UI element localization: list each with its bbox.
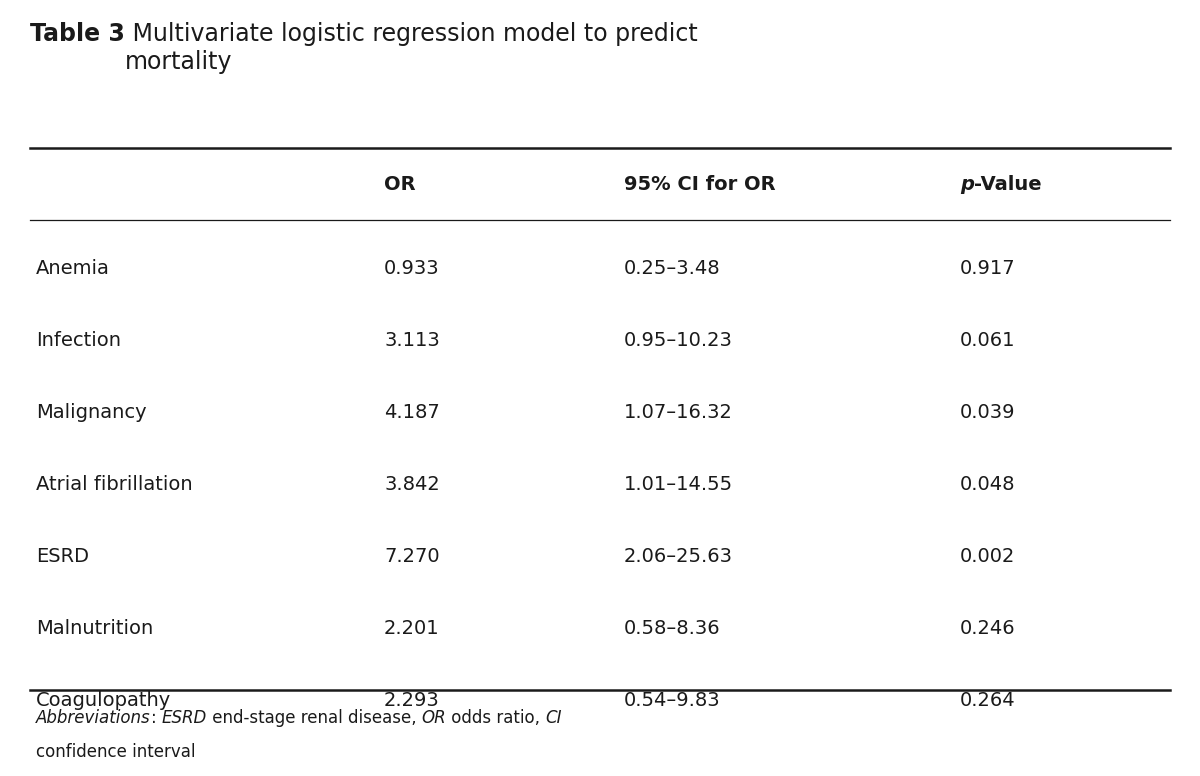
Text: 4.187: 4.187 — [384, 403, 439, 421]
Text: odds ratio,: odds ratio, — [446, 709, 546, 727]
Text: 3.842: 3.842 — [384, 474, 439, 494]
Text: Infection: Infection — [36, 331, 121, 349]
Text: :: : — [151, 709, 162, 727]
Text: 2.293: 2.293 — [384, 691, 439, 709]
Text: p: p — [960, 175, 974, 195]
Text: 0.95–10.23: 0.95–10.23 — [624, 331, 733, 349]
Text: 0.264: 0.264 — [960, 691, 1015, 709]
Text: 2.06–25.63: 2.06–25.63 — [624, 546, 733, 566]
Text: Multivariate logistic regression model to predict
mortality: Multivariate logistic regression model t… — [125, 22, 697, 74]
Text: Anemia: Anemia — [36, 258, 110, 278]
Text: 1.07–16.32: 1.07–16.32 — [624, 403, 733, 421]
Text: 7.270: 7.270 — [384, 546, 439, 566]
Text: Coagulopathy: Coagulopathy — [36, 691, 172, 709]
Text: -Value: -Value — [974, 175, 1042, 195]
Text: 0.933: 0.933 — [384, 258, 439, 278]
Text: Malignancy: Malignancy — [36, 403, 146, 421]
Text: 3.113: 3.113 — [384, 331, 439, 349]
Text: OR: OR — [384, 175, 415, 195]
Text: 1.01–14.55: 1.01–14.55 — [624, 474, 733, 494]
Text: OR: OR — [421, 709, 446, 727]
Text: Abbreviations: Abbreviations — [36, 709, 151, 727]
Text: Atrial fibrillation: Atrial fibrillation — [36, 474, 193, 494]
Text: ESRD: ESRD — [36, 546, 89, 566]
Text: end-stage renal disease,: end-stage renal disease, — [206, 709, 421, 727]
Text: 0.246: 0.246 — [960, 618, 1015, 638]
Text: CI: CI — [546, 709, 562, 727]
Text: ESRD: ESRD — [162, 709, 206, 727]
Text: 95% CI for OR: 95% CI for OR — [624, 175, 775, 195]
Text: 2.201: 2.201 — [384, 618, 439, 638]
Text: Malnutrition: Malnutrition — [36, 618, 154, 638]
Text: 0.061: 0.061 — [960, 331, 1015, 349]
Text: Table 3: Table 3 — [30, 22, 125, 46]
Text: 0.25–3.48: 0.25–3.48 — [624, 258, 721, 278]
Text: confidence interval: confidence interval — [36, 743, 196, 761]
Text: 0.54–9.83: 0.54–9.83 — [624, 691, 721, 709]
Text: 0.917: 0.917 — [960, 258, 1015, 278]
Text: 0.048: 0.048 — [960, 474, 1015, 494]
Text: 0.002: 0.002 — [960, 546, 1015, 566]
Text: 0.039: 0.039 — [960, 403, 1015, 421]
Text: 0.58–8.36: 0.58–8.36 — [624, 618, 721, 638]
